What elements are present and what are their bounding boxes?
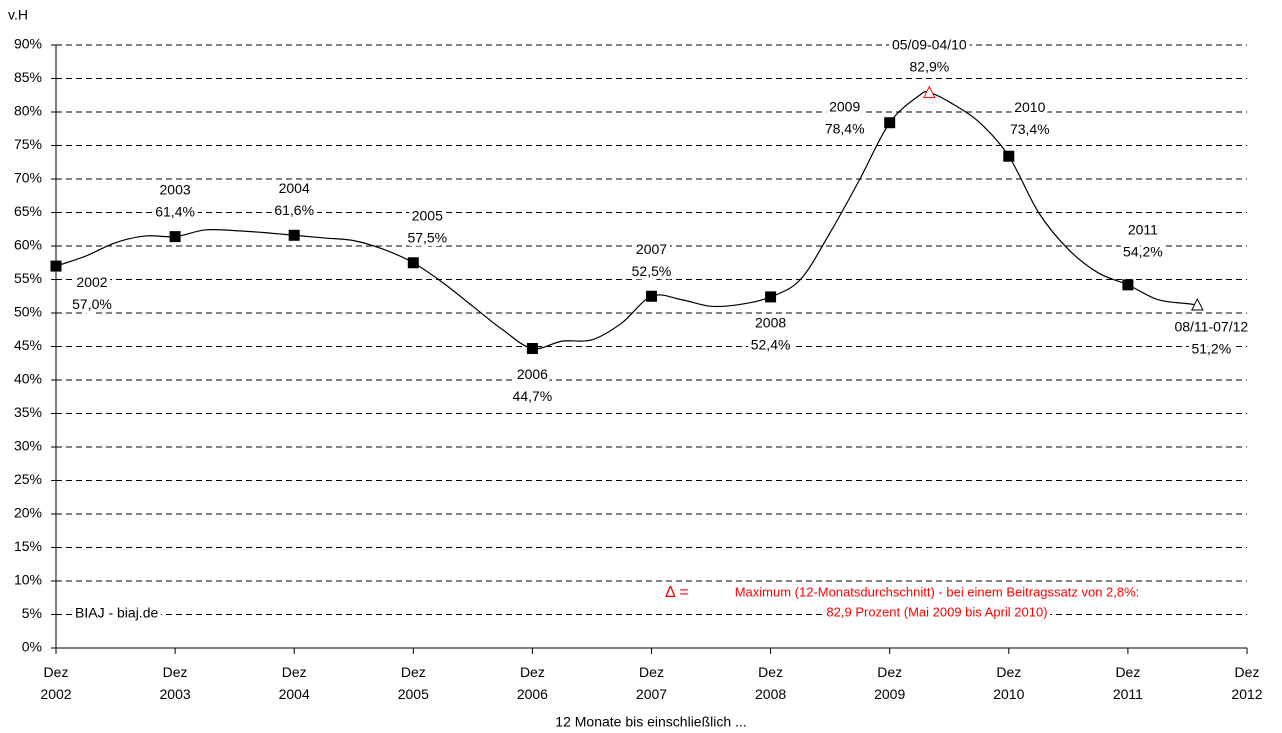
- value-label: 78,4%: [825, 120, 865, 136]
- point-label: 2006: [517, 366, 548, 382]
- note-text: Maximum (12-Monatsdurchschnitt) - bei ei…: [735, 584, 1140, 599]
- y-tick-label: 65%: [14, 203, 42, 219]
- y-tick-label: 35%: [14, 404, 42, 420]
- marker: [923, 85, 936, 99]
- point-label: 2005: [412, 207, 443, 223]
- marker: [1191, 297, 1204, 311]
- marker: [765, 291, 777, 303]
- marker: [526, 343, 538, 355]
- marker: [407, 257, 419, 269]
- marker: [50, 260, 62, 272]
- x-tick-label: Dez 2003: [160, 664, 191, 702]
- marker: [884, 117, 896, 129]
- point-label: 08/11-07/12: [1174, 319, 1248, 335]
- y-tick-label: 10%: [14, 572, 42, 588]
- y-tick-label: 40%: [14, 371, 42, 387]
- point-label: 2010: [1014, 99, 1045, 115]
- x-tick-label: Dez 2002: [40, 664, 71, 702]
- marker: [169, 231, 181, 243]
- y-tick-label: 25%: [14, 471, 42, 487]
- value-label: 52,5%: [632, 263, 672, 279]
- y-tick-label: 0%: [22, 639, 42, 655]
- x-tick-label: Dez 2012: [1231, 664, 1262, 702]
- y-tick-label: 20%: [14, 505, 42, 521]
- point-label: 2007: [636, 241, 667, 257]
- value-label: 57,5%: [407, 229, 447, 245]
- x-tick-label: Dez 2008: [755, 664, 786, 702]
- x-tick-label: Dez 2007: [636, 664, 667, 702]
- y-tick-label: 80%: [14, 103, 42, 119]
- point-label: 2003: [160, 181, 191, 197]
- point-label: 2002: [76, 274, 107, 290]
- note-text: 82,9 Prozent (Mai 2009 bis April 2010): [826, 604, 1047, 619]
- point-label: 2009: [829, 98, 860, 114]
- x-tick-label: Dez 2011: [1113, 664, 1143, 702]
- y-tick-label: 30%: [14, 438, 42, 454]
- value-label: 44,7%: [513, 388, 553, 404]
- value-label: 82,9%: [910, 58, 950, 74]
- marker: [1003, 150, 1015, 162]
- value-label: 51,2%: [1191, 341, 1231, 357]
- point-label: 05/09-04/10: [892, 36, 967, 52]
- x-tick-label: Dez 2005: [398, 664, 429, 702]
- x-tick-label: Dez 2009: [874, 664, 905, 702]
- marker: [646, 290, 657, 302]
- marker: [1122, 279, 1134, 291]
- y-tick-label: 45%: [14, 337, 42, 353]
- x-tick-label: Dez 2010: [993, 664, 1024, 702]
- marker: [288, 229, 300, 241]
- x-tick-label: Dez 2006: [517, 664, 548, 702]
- point-label: 2008: [755, 315, 786, 331]
- value-label: 61,4%: [155, 203, 195, 219]
- value-label: 54,2%: [1123, 244, 1163, 260]
- y-tick-label: 50%: [14, 304, 42, 320]
- y-tick-label: 55%: [14, 270, 42, 286]
- y-tick-label: 5%: [22, 605, 42, 621]
- y-tick-label: 85%: [14, 69, 42, 85]
- y-tick-label: 90%: [14, 36, 42, 52]
- source-label: BIAJ - biaj.de: [75, 605, 158, 621]
- y-tick-label: 75%: [14, 136, 42, 152]
- value-label: 57,0%: [72, 296, 112, 312]
- y-tick-label: 70%: [14, 170, 42, 186]
- y-tick-label: 60%: [14, 237, 42, 253]
- point-label: 2011: [1128, 222, 1158, 238]
- value-label: 61,6%: [274, 202, 314, 218]
- point-label: 2004: [279, 180, 310, 196]
- x-axis-title: 12 Monate bis einschließlich ...: [555, 714, 746, 730]
- y-axis-label: v.H: [8, 7, 28, 23]
- y-tick-label: 15%: [14, 538, 42, 554]
- value-label: 73,4%: [1010, 121, 1050, 137]
- note-symbol: Δ =: [665, 584, 689, 601]
- value-label: 52,4%: [751, 337, 791, 353]
- x-tick-label: Dez 2004: [279, 664, 310, 702]
